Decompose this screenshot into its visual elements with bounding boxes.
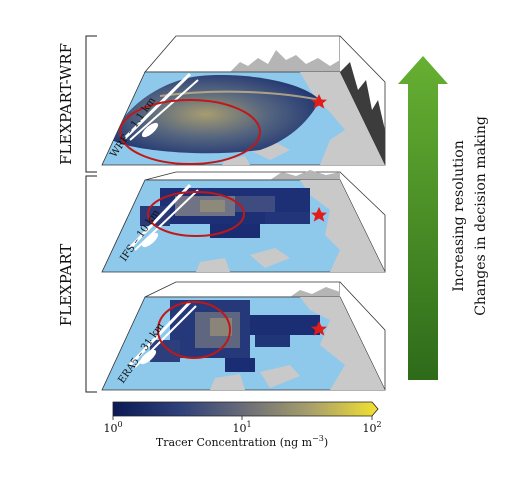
colorbar: 100 101 102 Tracer Concentration (ng m−3… <box>103 401 382 449</box>
panel-ifs-aircraft-icon <box>128 183 199 251</box>
panel-ifs-land-islands <box>196 248 290 272</box>
bracket-flexpart <box>85 175 97 393</box>
panel-era5-highlight-circle <box>157 301 231 359</box>
panel-era5-source-star-icon <box>311 321 327 336</box>
group-label-flexpart-wrf: FLEXPART-WRF <box>57 43 75 165</box>
panel-wrf-terrain <box>230 50 340 72</box>
panel-ifs-terrain <box>270 170 340 180</box>
panel-wrf-land <box>300 72 385 165</box>
bracket-flexpart-wrf <box>85 35 97 173</box>
panel-wrf-land-islands <box>222 142 290 165</box>
panel-wrf-highlight-circle <box>119 99 261 165</box>
panel-era5-terrain <box>290 287 340 297</box>
panel-ifs: IFS – 10 km <box>101 170 386 273</box>
panel-wrf-terrain-side <box>340 62 385 165</box>
panel-wrf: WRF – 1.1 km <box>101 35 386 166</box>
panel-ifs-plume <box>140 188 310 238</box>
panel-ifs-land <box>300 180 385 272</box>
colorbar-bar <box>112 401 379 417</box>
panel-era5-aircraft-icon <box>128 300 197 368</box>
panel-wrf-plume-streak <box>159 90 321 101</box>
panel-wrf-aircraft-icon <box>123 72 199 141</box>
group-label-flexpart: FLEXPART <box>57 244 75 327</box>
colorbar-tick-label-1: 101 <box>232 420 251 435</box>
panel-era5-land <box>300 297 385 390</box>
panel-era5: ERA5 – 31 km <box>101 281 386 391</box>
panel-era5-land-islands <box>210 365 300 390</box>
panel-ifs-highlight-circle <box>147 191 245 237</box>
arrow-label-line1: Increasing resolution <box>451 140 467 291</box>
panel-ifs-source-star-icon <box>311 207 327 222</box>
colorbar-tick-label-0: 100 <box>103 420 122 435</box>
panel-wrf-source-star-icon <box>311 94 327 109</box>
colorbar-label: Tracer Concentration (ng m−3) <box>156 434 328 449</box>
resolution-arrow <box>398 56 448 380</box>
arrow-label-line2: Changes in decision making <box>473 116 489 316</box>
colorbar-tick-label-2: 102 <box>362 420 381 435</box>
